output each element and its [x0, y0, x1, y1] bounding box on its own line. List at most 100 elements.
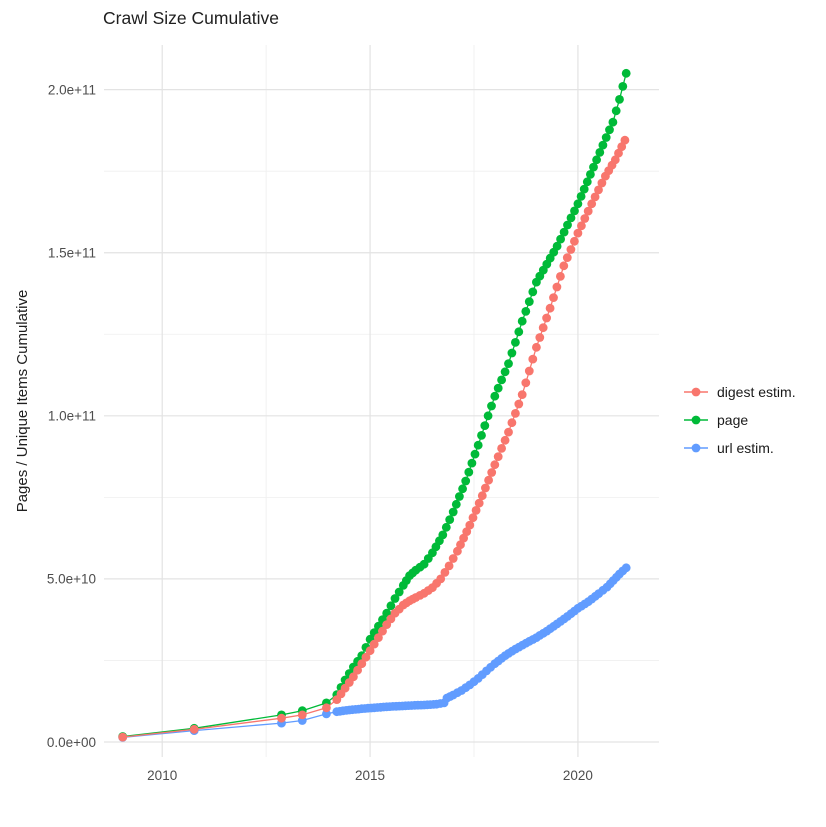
- data-point-digest-estim: [369, 639, 379, 649]
- grid-major-lines: [104, 45, 659, 757]
- data-point-digest-estim: [583, 206, 593, 216]
- data-point-page: [480, 421, 490, 430]
- data-point-page: [611, 106, 621, 116]
- data-point-digest-estim: [465, 520, 475, 530]
- data-point-digest-estim: [528, 354, 538, 364]
- x-tick-label: 2010: [147, 768, 177, 783]
- data-point-digest-estim: [365, 646, 375, 656]
- data-point-digest-estim: [481, 483, 490, 493]
- data-point-digest-estim: [620, 135, 630, 145]
- data-point-digest-estim: [545, 303, 555, 313]
- data-point-page: [556, 234, 565, 244]
- data-point-digest-estim: [556, 272, 565, 281]
- data-point-digest-estim: [500, 435, 510, 445]
- legend-key-point-digest-estim: [691, 387, 701, 397]
- data-point-page: [445, 515, 455, 524]
- data-point-digest-estim: [297, 710, 307, 720]
- data-point-digest-estim: [378, 626, 387, 636]
- y-tick-label: 1.5e+11: [48, 246, 96, 261]
- data-point-digest-estim: [322, 703, 331, 713]
- data-point-page: [528, 287, 538, 297]
- data-point-page: [595, 148, 605, 157]
- data-point-digest-estim: [535, 333, 545, 342]
- data-point-digest-estim: [448, 554, 458, 563]
- data-point-page: [514, 327, 524, 337]
- data-point-page: [441, 522, 451, 532]
- data-point-page: [458, 484, 467, 494]
- x-tick-label: 2020: [563, 768, 593, 783]
- legend-key-point-url-estim: [691, 443, 701, 453]
- data-point-digest-estim: [570, 236, 579, 246]
- data-point-digest-estim: [507, 418, 517, 428]
- data-point-page: [608, 117, 618, 127]
- data-point-page: [507, 348, 517, 358]
- data-point-digest-estim: [566, 245, 576, 254]
- data-point-digest-estim: [532, 342, 541, 352]
- y-axis-title: Pages / Unique Items Cumulative: [14, 290, 31, 513]
- data-point-page: [582, 177, 592, 187]
- y-tick-label: 0.0e+00: [47, 735, 96, 750]
- data-point-page: [517, 316, 527, 326]
- data-point-page: [592, 155, 601, 165]
- data-point-page: [493, 383, 503, 393]
- data-point-digest-estim: [514, 399, 524, 409]
- data-point-digest-estim: [436, 574, 446, 584]
- data-point-page: [390, 594, 400, 603]
- data-point-page: [490, 391, 500, 401]
- data-point-page: [477, 431, 486, 440]
- data-point-digest-estim: [474, 498, 484, 508]
- legend: digest estim. page url estim.: [684, 384, 796, 456]
- data-point-digest-estim: [477, 491, 487, 501]
- data-point-digest-estim: [357, 659, 367, 669]
- data-point-page: [467, 458, 477, 468]
- data-point-page: [483, 411, 493, 421]
- data-point-page: [470, 449, 480, 459]
- data-point-page: [473, 440, 483, 450]
- data-point-digest-estim: [504, 427, 513, 437]
- data-point-page: [576, 192, 586, 201]
- data-point-page: [500, 367, 510, 377]
- data-point-page: [511, 338, 520, 347]
- data-point-digest-estim: [471, 506, 481, 515]
- data-point-digest-estim: [614, 148, 623, 158]
- data-point-digest-estim: [587, 199, 597, 209]
- data-series-layer: [118, 68, 631, 742]
- data-point-digest-estim: [487, 468, 497, 477]
- y-axis-tick-labels: 0.0e+00 5.0e+10 1.0e+11 1.5e+11 2.0e+11: [47, 82, 96, 749]
- data-point-page: [524, 297, 534, 306]
- data-point-page: [573, 199, 583, 209]
- data-point-digest-estim: [353, 665, 362, 675]
- series-digest-estim: [118, 135, 630, 742]
- y-tick-label: 2.0e+11: [48, 82, 96, 97]
- data-point-page: [621, 68, 631, 78]
- data-point-digest-estim: [590, 192, 600, 202]
- data-point-page: [598, 140, 608, 150]
- data-point-page: [552, 241, 562, 251]
- data-point-page: [448, 507, 458, 517]
- data-point-page: [521, 307, 531, 316]
- x-tick-label: 2015: [355, 768, 385, 783]
- data-point-page: [497, 375, 506, 385]
- data-point-page: [570, 206, 579, 216]
- legend-label-url-estim: url estim.: [717, 440, 774, 456]
- data-point-digest-estim: [484, 475, 493, 485]
- data-point-page: [559, 227, 569, 237]
- data-point-url-estim: [322, 709, 331, 719]
- data-point-page: [455, 492, 464, 501]
- data-point-page: [563, 220, 572, 230]
- data-point-page: [438, 530, 448, 540]
- data-point-digest-estim: [559, 261, 569, 271]
- chart-title: Crawl Size Cumulative: [103, 8, 279, 28]
- data-point-page: [589, 162, 598, 172]
- data-point-page: [605, 125, 614, 135]
- data-point-digest-estim: [524, 366, 534, 376]
- data-point-digest-estim: [490, 460, 500, 470]
- data-point-digest-estim: [610, 155, 620, 165]
- data-point-digest-estim: [517, 390, 527, 399]
- data-point-page: [615, 95, 624, 104]
- data-point-page: [566, 213, 576, 223]
- data-point-digest-estim: [440, 568, 450, 577]
- data-point-digest-estim: [511, 409, 520, 418]
- data-point-digest-estim: [617, 142, 627, 152]
